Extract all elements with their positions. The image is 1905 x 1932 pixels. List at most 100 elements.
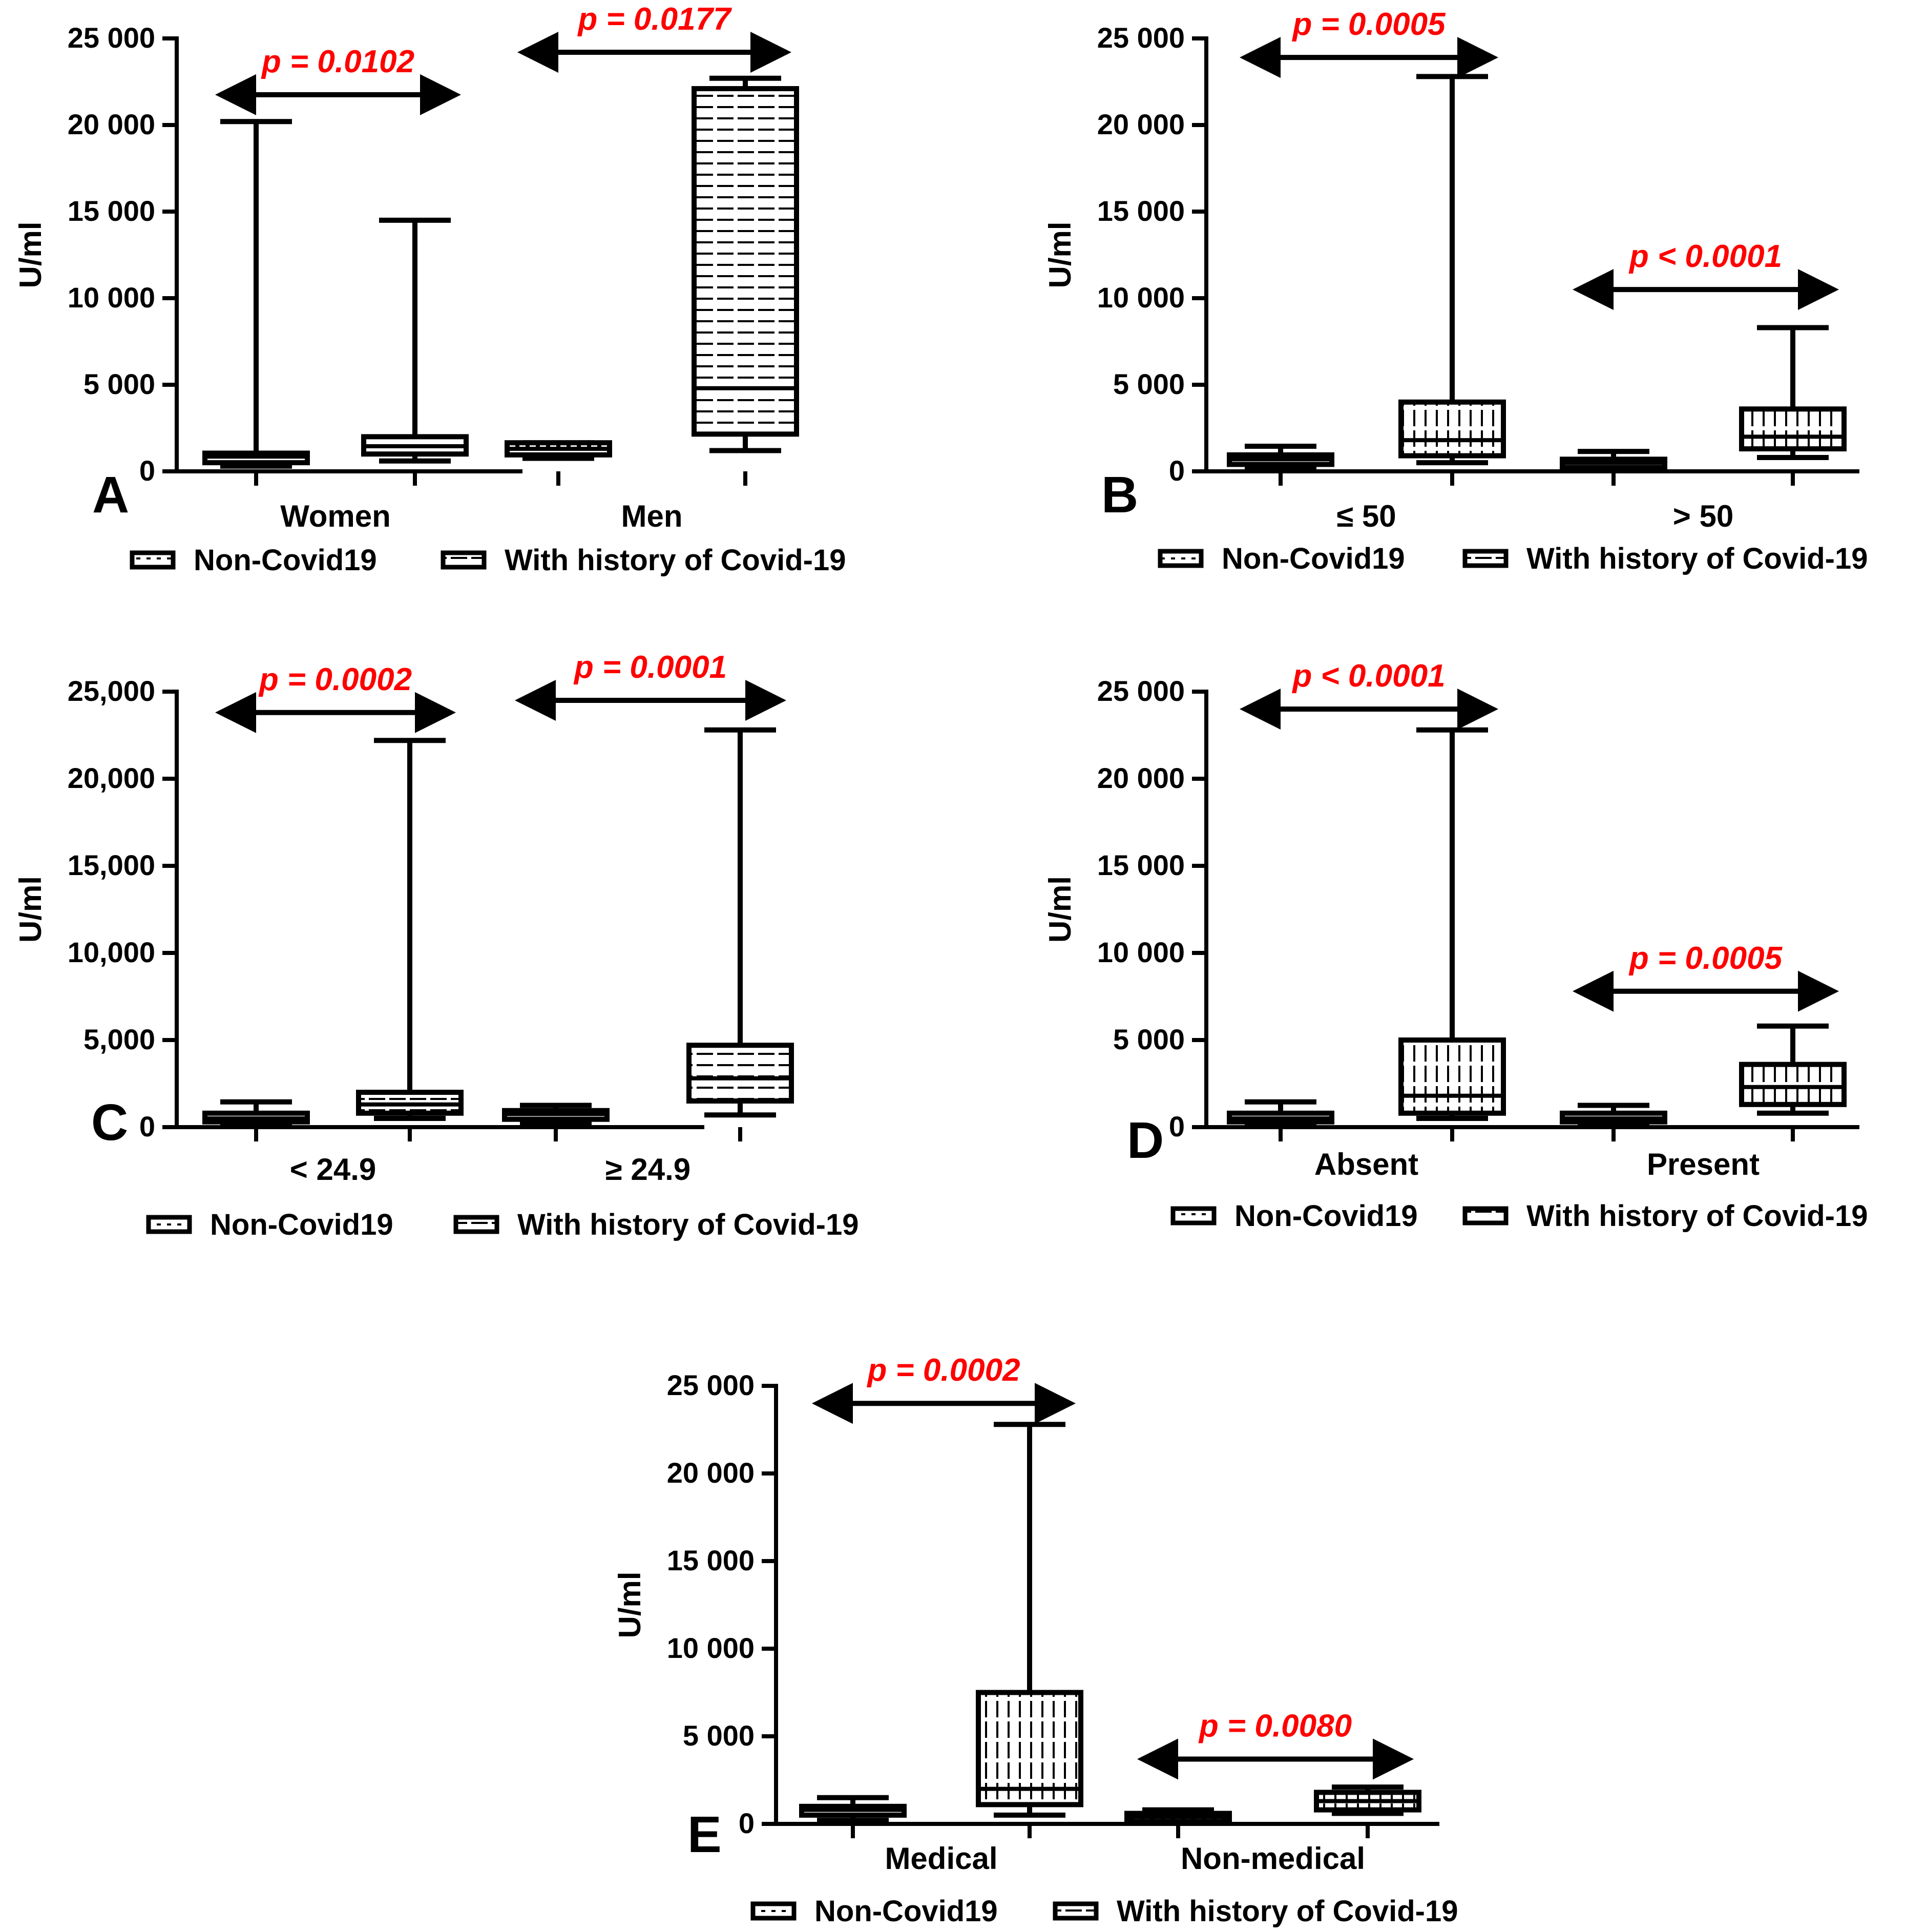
pvalue-label: p = 0.0102 xyxy=(261,44,414,79)
pvalue-label: p = 0.0002 xyxy=(258,662,412,697)
legend-swatch xyxy=(130,550,176,570)
legend: Non-Covid19 With history of Covid-19 xyxy=(1158,542,1868,575)
pvalue-label: p < 0.0001 xyxy=(1628,239,1782,274)
box-1-1 xyxy=(692,75,799,453)
pvalue-label: p = 0.0002 xyxy=(866,1353,1020,1388)
y-tick-label: 25 000 xyxy=(1097,675,1185,707)
panel-letter: A xyxy=(92,466,129,524)
pvalue-label: p = 0.0080 xyxy=(1198,1708,1352,1743)
legend-swatch xyxy=(1170,1206,1217,1225)
box-0-1 xyxy=(1398,727,1506,1121)
legend-label: Non-Covid19 xyxy=(1222,542,1405,575)
y-axis-label: U/ml xyxy=(13,221,48,288)
x-tick-label: Medical xyxy=(885,1841,997,1876)
y-tick-label: 10,000 xyxy=(68,936,155,968)
box-0-1 xyxy=(356,738,464,1121)
box-0-1 xyxy=(1398,74,1506,466)
x-tick-label: Men xyxy=(621,499,683,533)
box-iqr xyxy=(1739,406,1847,452)
panel-letter: D xyxy=(1127,1112,1164,1169)
chart-panel-b: 0 5 000 10 000 15 000 20 000 25 000 U/ml ≤ 50 p … xyxy=(1043,7,1868,575)
y-tick-label: 10 000 xyxy=(1097,281,1185,314)
chart-panel-d: 0 5 000 10 000 15 000 20 000 25 000 U/ml Absent… xyxy=(1043,658,1868,1233)
y-tick-label: 5 000 xyxy=(1113,368,1185,400)
box-1-0 xyxy=(1560,1103,1667,1128)
box-1-1 xyxy=(1739,325,1847,460)
box-iqr xyxy=(1739,1062,1847,1107)
pvalue-label: p = 0.0005 xyxy=(1628,941,1783,976)
pvalue-label: p < 0.0001 xyxy=(1291,658,1445,694)
box-1-1 xyxy=(686,727,794,1118)
y-tick-label: 0 xyxy=(739,1807,755,1839)
legend-label: With history of Covid-19 xyxy=(1117,1895,1458,1928)
y-tick-label: 25 000 xyxy=(1097,22,1185,54)
y-tick-label: 25 000 xyxy=(68,22,155,54)
legend: Non-Covid19 With history of Covid-19 xyxy=(146,1208,859,1241)
box-iqr xyxy=(1398,1037,1506,1116)
x-tick-label: ≥ 24.9 xyxy=(605,1152,690,1187)
legend-swatch xyxy=(453,1215,499,1234)
box-1-0 xyxy=(505,440,612,461)
box-0-1 xyxy=(976,1422,1083,1818)
y-tick-label: 0 xyxy=(1169,1110,1185,1142)
legend-label: With history of Covid-19 xyxy=(505,544,846,577)
y-tick-label: 0 xyxy=(139,454,155,487)
y-axis-label: U/ml xyxy=(1043,221,1077,288)
legend-swatch xyxy=(1462,1206,1509,1225)
y-tick-label: 5 000 xyxy=(83,368,155,400)
box-0-0 xyxy=(799,1795,907,1823)
y-tick-label: 20 000 xyxy=(1097,108,1185,140)
y-axis-label: U/ml xyxy=(1043,876,1077,943)
x-tick-label: ≤ 50 xyxy=(1336,499,1396,533)
y-tick-label: 25 000 xyxy=(667,1369,755,1401)
panel-letter: E xyxy=(687,1806,722,1863)
box-1-1 xyxy=(1739,1023,1847,1116)
y-tick-label: 5 000 xyxy=(683,1719,755,1752)
y-tick-label: 20 000 xyxy=(68,108,155,140)
box-iqr xyxy=(692,86,799,437)
x-tick-label: Present xyxy=(1647,1147,1760,1181)
legend-label: Non-Covid19 xyxy=(814,1895,998,1928)
legend-label: Non-Covid19 xyxy=(210,1208,393,1241)
legend-label: With history of Covid-19 xyxy=(1526,1199,1868,1233)
pvalue-label: p = 0.0177 xyxy=(577,2,732,37)
legend-swatch xyxy=(1462,549,1509,568)
y-tick-label: 15 000 xyxy=(1097,849,1185,881)
y-tick-label: 10 000 xyxy=(667,1632,755,1664)
y-tick-label: 20 000 xyxy=(1097,762,1185,794)
box-0-0 xyxy=(202,119,310,469)
y-tick-label: 15 000 xyxy=(68,195,155,227)
legend: Non-Covid19 With history of Covid-19 xyxy=(750,1895,1458,1928)
box-1-1 xyxy=(1314,1784,1421,1816)
x-tick-label: > 50 xyxy=(1673,499,1733,533)
box-iqr xyxy=(976,1690,1083,1808)
y-tick-label: 25,000 xyxy=(68,675,155,707)
legend-label: Non-Covid19 xyxy=(194,544,377,577)
box-iqr xyxy=(1398,399,1506,459)
panel-letter: C xyxy=(91,1094,128,1151)
box-1-0 xyxy=(502,1103,610,1127)
pvalue-label: p = 0.0005 xyxy=(1291,7,1446,42)
legend-swatch xyxy=(1053,1901,1099,1921)
box-0-0 xyxy=(202,1099,310,1128)
panel-letter: B xyxy=(1101,466,1138,524)
y-tick-label: 20,000 xyxy=(68,762,155,794)
y-axis-label: U/ml xyxy=(613,1571,647,1638)
x-tick-label: Women xyxy=(280,499,391,533)
legend-label: With history of Covid-19 xyxy=(517,1208,859,1241)
y-tick-label: 5,000 xyxy=(83,1023,155,1055)
y-tick-label: 15 000 xyxy=(1097,195,1185,227)
legend: Non-Covid19 With history of Covid-19 xyxy=(1170,1199,1868,1233)
chart-panel-a: 0 5 000 10 000 15 000 20 000 25 000 U/ml Women p… xyxy=(13,2,846,577)
y-tick-label: 0 xyxy=(1169,454,1185,487)
legend-label: With history of Covid-19 xyxy=(1526,542,1868,575)
y-tick-label: 0 xyxy=(139,1110,155,1142)
legend-swatch xyxy=(1158,549,1204,568)
pvalue-label: p = 0.0001 xyxy=(573,650,727,685)
y-tick-label: 15 000 xyxy=(667,1544,755,1576)
legend: Non-Covid19 With history of Covid-19 xyxy=(130,544,846,577)
legend-swatch xyxy=(441,550,487,570)
x-tick-label: Non-medical xyxy=(1181,1841,1365,1876)
box-1-0 xyxy=(1124,1807,1232,1825)
